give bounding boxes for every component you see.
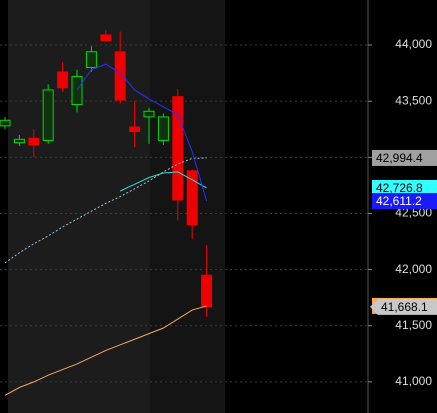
y-tick-label: 41,500 xyxy=(395,318,432,332)
ma-line xyxy=(4,157,207,264)
price-tag xyxy=(372,149,437,166)
ma-line xyxy=(76,63,208,202)
candle-body xyxy=(28,137,40,146)
candle-body xyxy=(201,274,213,308)
grid xyxy=(0,44,368,383)
candle-body xyxy=(100,34,112,42)
price-tag-label: 42,726.8 xyxy=(376,181,423,195)
y-tick-label: 42,500 xyxy=(395,206,432,220)
price-tag xyxy=(372,179,437,196)
y-tick-label: 43,500 xyxy=(395,93,432,107)
y-tick-label: 41,000 xyxy=(395,374,432,388)
candle-body xyxy=(42,89,54,141)
candle-body xyxy=(114,51,126,101)
price-tag-label: 42,994.4 xyxy=(376,151,423,165)
candle-body xyxy=(57,71,69,89)
price-tag-label: 42,611.2 xyxy=(376,194,422,208)
candle-body xyxy=(186,170,198,226)
candle-body xyxy=(129,126,141,132)
session-band xyxy=(8,0,150,413)
y-tick-label: 44,000 xyxy=(395,37,432,51)
candle-body xyxy=(0,119,11,127)
candle-body xyxy=(85,51,97,68)
ma-line xyxy=(4,305,207,396)
candle-body xyxy=(172,96,184,201)
last-price-tag xyxy=(370,298,437,315)
candle-body xyxy=(157,116,169,141)
axis: 41,00041,50042,00042,50043,00043,50044,0… xyxy=(368,37,437,388)
ma-line xyxy=(119,171,207,192)
y-tick-label: 42,000 xyxy=(395,262,432,276)
candle-body xyxy=(143,110,155,118)
candle-body xyxy=(71,75,83,106)
candle-body xyxy=(13,138,25,144)
price-tag xyxy=(372,192,437,209)
plot xyxy=(0,30,213,396)
last-price-label: 41,668.1 xyxy=(381,300,428,314)
